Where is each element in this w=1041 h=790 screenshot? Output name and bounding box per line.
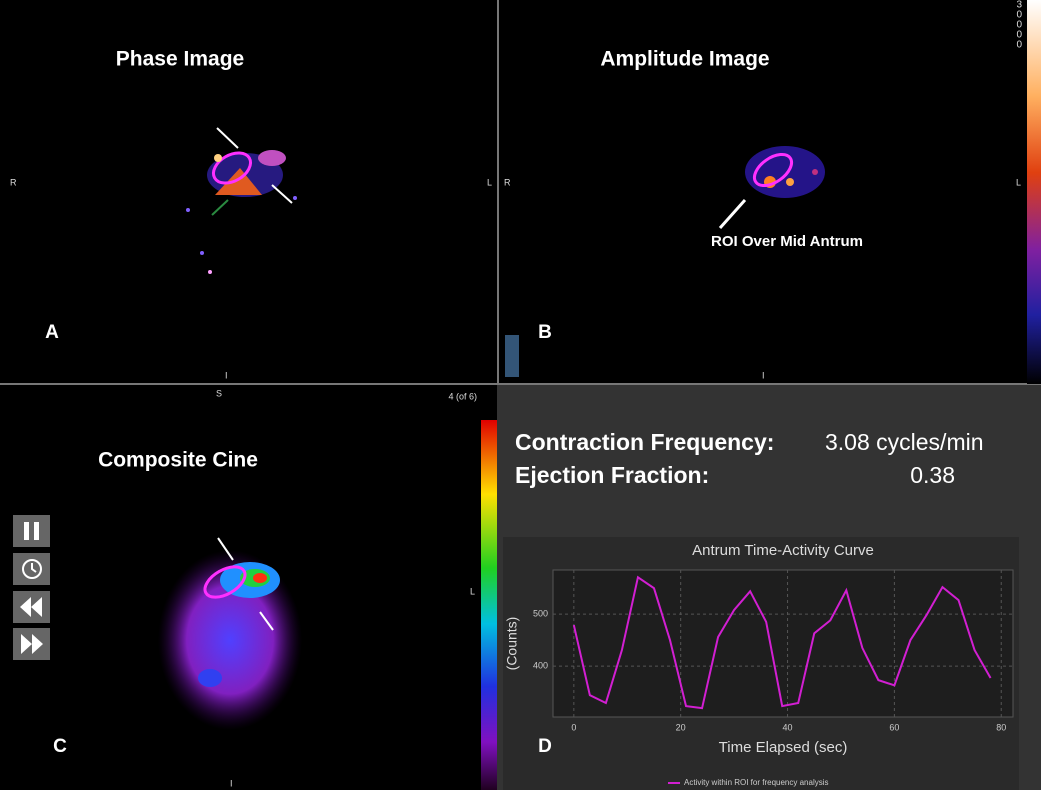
orientation: S: [216, 388, 222, 398]
color-scale: [481, 420, 497, 790]
plot-area: [553, 570, 1013, 717]
panel-letter: D: [538, 736, 552, 757]
panel-title: Amplitude Image: [600, 48, 769, 71]
orientation: L: [487, 177, 492, 187]
panel-title: Phase Image: [116, 48, 244, 71]
panel-letter: C: [53, 736, 67, 757]
orientation: L: [470, 586, 475, 596]
metric-label: Ejection Fraction:: [515, 462, 709, 488]
x-tick-label: 60: [889, 722, 899, 732]
panel-letter: B: [538, 322, 552, 343]
orientation: I: [762, 370, 765, 380]
x-tick-label: 80: [996, 722, 1006, 732]
orientation: L: [1016, 177, 1021, 187]
x-tick-label: 0: [571, 722, 576, 732]
x-tick-label: 40: [783, 722, 793, 732]
viewer: Phase Image R L I A Amplitude Image R L …: [0, 0, 1041, 790]
annotation: ROI Over Mid Antrum: [711, 233, 863, 250]
metric-value: 3.08 cycles/min: [825, 429, 984, 455]
orientation: I: [230, 778, 233, 788]
color-scale: [1027, 0, 1041, 384]
pause-button[interactable]: [13, 515, 50, 547]
orientation: I: [225, 370, 228, 380]
metric-value: 0.38: [910, 462, 955, 488]
x-tick-label: 20: [676, 722, 686, 732]
x-axis-label: Time Elapsed (sec): [719, 739, 848, 756]
orientation: R: [10, 177, 17, 187]
metric-label: Contraction Frequency:: [515, 429, 774, 455]
chart-title: Antrum Time-Activity Curve: [692, 542, 874, 559]
legend-label: Activity within ROI for frequency analys…: [684, 778, 829, 787]
y-tick-label: 400: [533, 660, 548, 670]
y-tick-label: 500: [533, 609, 548, 619]
panel-letter: A: [45, 322, 59, 343]
frame-counter: 4 (of 6): [448, 391, 477, 401]
y-axis-label: (Counts): [504, 617, 520, 671]
orientation: R: [504, 177, 511, 187]
scale-label: 0: [1016, 40, 1022, 51]
panel-title: Composite Cine: [98, 449, 258, 472]
